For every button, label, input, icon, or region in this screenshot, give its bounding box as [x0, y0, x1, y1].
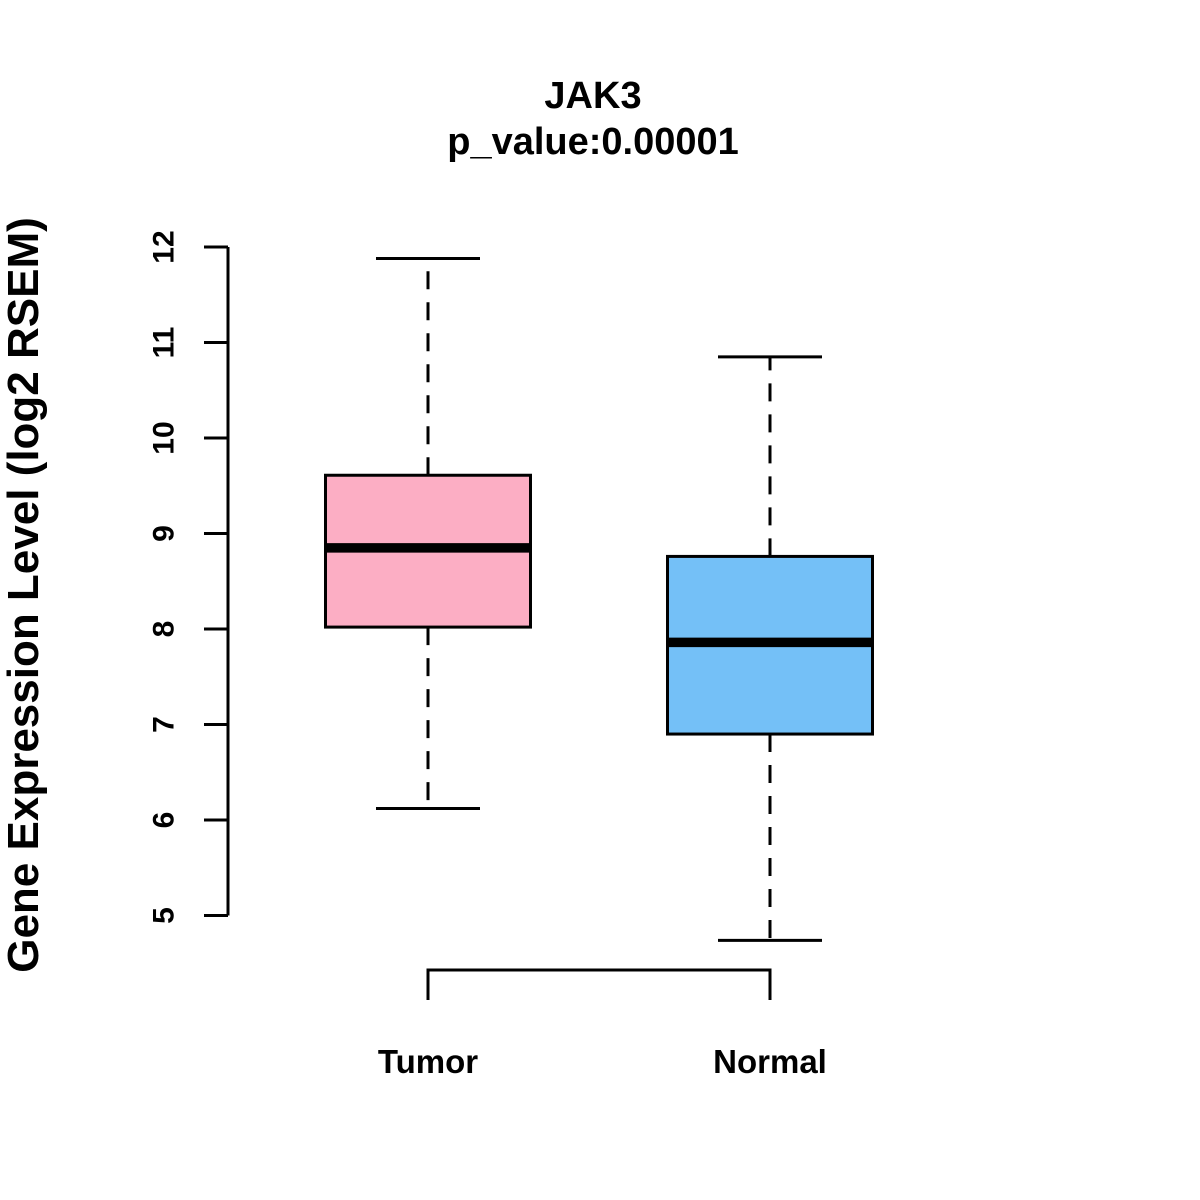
- x-axis-bracket: [426, 968, 772, 1000]
- y-axis-tick-label: 11: [148, 327, 181, 359]
- box-series: [324, 256, 874, 942]
- chart-title: JAK3: [544, 75, 641, 117]
- x-axis: Tumor Normal: [378, 968, 827, 1080]
- chart-subtitle: p_value:0.00001: [447, 121, 739, 163]
- x-category-label-tumor: Tumor: [378, 1043, 478, 1080]
- tumor-boxplot: [324, 256, 532, 811]
- y-axis-tick-label: 6: [148, 812, 181, 829]
- y-axis-tick-label: 12: [148, 230, 181, 263]
- y-axis-tick-label: 9: [148, 525, 181, 542]
- y-axis-tick-label: 10: [148, 421, 181, 454]
- y-axis-tick-label: 7: [148, 716, 181, 733]
- y-axis: 5 6 7 8 9 10 11 12: [148, 230, 230, 924]
- y-axis-label: Gene Expression Level (log2 RSEM): [0, 217, 48, 973]
- y-axis-tick-label: 8: [148, 621, 181, 638]
- x-category-label-normal: Normal: [713, 1043, 827, 1080]
- y-axis-tick-label: 5: [148, 907, 181, 924]
- normal-boxplot: [666, 355, 874, 942]
